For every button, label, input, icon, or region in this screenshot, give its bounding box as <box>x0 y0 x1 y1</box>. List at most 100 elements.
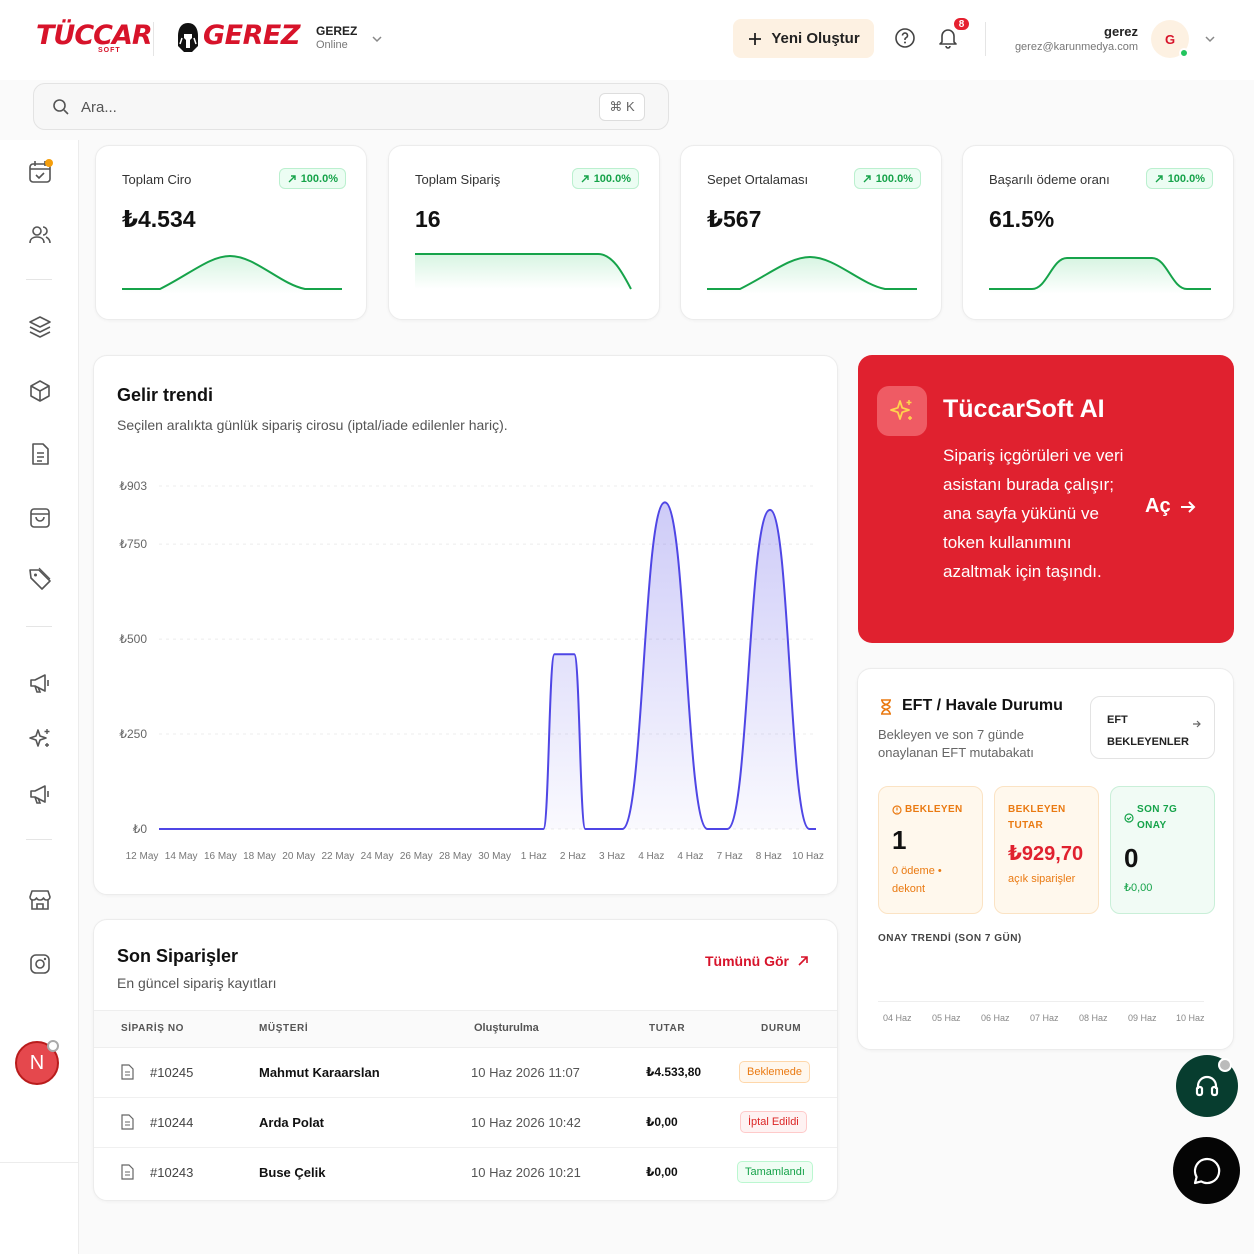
ai-open-label: Aç <box>1145 495 1171 517</box>
chevron-down-icon[interactable] <box>1203 32 1217 46</box>
eft-subtitle: Bekleyen ve son 7 günde onaylanan EFT mu… <box>878 727 1034 760</box>
search-bar: ⌘ K <box>33 83 669 130</box>
store-icon[interactable] <box>27 887 53 913</box>
megaphone-icon[interactable] <box>27 781 53 807</box>
chat-button[interactable] <box>1173 1137 1240 1204</box>
layers-icon[interactable] <box>27 314 53 340</box>
orders-table-header: SİPARİŞ NO MÜŞTERİ Oluşturulma TUTAR DUR… <box>94 1010 837 1048</box>
store-name[interactable]: GEREZ <box>316 24 358 38</box>
order-no[interactable]: #10245 <box>150 1065 194 1080</box>
document-icon <box>121 1064 134 1080</box>
view-all-button[interactable]: Tümünü Gör <box>705 953 809 969</box>
x-tick-label: 16 May <box>204 851 237 862</box>
x-tick-label: 8 Haz <box>756 851 782 862</box>
eft-button-line1: EFT <box>1107 714 1128 726</box>
check-circle-icon <box>1124 813 1134 823</box>
sparkline-chart <box>707 255 917 294</box>
trend-up-icon <box>863 174 871 182</box>
x-tick-label: 28 May <box>439 851 472 862</box>
user-email: gerez@karunmedya.com <box>1014 41 1138 53</box>
help-icon[interactable] <box>894 27 916 49</box>
search-input[interactable] <box>81 95 561 119</box>
y-tick-label: ₺0 <box>133 822 148 836</box>
tuccar-logo[interactable]: TÜCCAR <box>36 20 153 51</box>
x-tick-label: 4 Haz <box>677 851 703 862</box>
order-no[interactable]: #10244 <box>150 1115 194 1130</box>
trend-day-label: 10 Haz <box>1176 1013 1205 1023</box>
trend-up-icon <box>1155 174 1163 182</box>
tile-value: 1 <box>892 825 907 855</box>
document-icon <box>121 1114 134 1130</box>
top-header: TÜCCAR SOFT GEREZ GEREZ Online Yeni Oluş… <box>0 0 1254 80</box>
header-divider <box>153 22 154 56</box>
tag-icon[interactable] <box>27 566 53 592</box>
order-amount: ₺0,00 <box>646 1165 678 1179</box>
trend-day-label: 04 Haz <box>883 1013 912 1023</box>
profile-status-dot <box>47 1040 59 1052</box>
chevron-down-icon[interactable] <box>370 32 384 46</box>
ai-title: TüccarSoft AI <box>943 395 1105 423</box>
sparkles-icon[interactable] <box>27 726 53 752</box>
calendar-check-icon[interactable] <box>27 159 53 185</box>
tuccar-logo-sub: SOFT <box>98 47 121 54</box>
bell-icon[interactable] <box>937 26 959 50</box>
ai-open-button[interactable]: Aç <box>1145 495 1197 518</box>
create-new-label: Yeni Oluştur <box>771 30 860 47</box>
store-logo: GEREZ <box>203 20 300 51</box>
column-amount: TUTAR <box>649 1023 686 1034</box>
pending-tile: BEKLEYEN 1 0 ödeme • dekont <box>878 786 983 914</box>
orders-subtitle: En güncel sipariş kayıtları <box>117 975 277 991</box>
order-customer: Buse Çelik <box>259 1165 326 1180</box>
sidebar-divider <box>26 626 52 627</box>
x-tick-label: 18 May <box>243 851 276 862</box>
x-tick-label: 24 May <box>361 851 394 862</box>
megaphone-icon[interactable] <box>27 670 53 696</box>
status-badge: Beklemede <box>739 1061 811 1083</box>
recent-orders-card: Son Siparişler En güncel sipariş kayıtla… <box>93 919 838 1201</box>
x-tick-label: 10 Haz <box>792 851 824 862</box>
order-created: 10 Haz 2026 10:21 <box>471 1165 581 1180</box>
order-created: 10 Haz 2026 10:42 <box>471 1115 581 1130</box>
stat-label: Sepet Ortalaması <box>707 172 809 187</box>
headset-icon <box>1195 1075 1219 1097</box>
sidebar <box>0 140 79 1254</box>
shopping-bag-icon[interactable] <box>27 504 53 530</box>
package-icon[interactable] <box>27 378 53 404</box>
table-row[interactable]: #10244 Arda Polat 10 Haz 2026 10:42 ₺0,0… <box>94 1098 837 1148</box>
order-customer: Mahmut Karaarslan <box>259 1065 380 1080</box>
chat-bubble-icon <box>1193 1157 1220 1184</box>
trend-up-icon <box>288 174 296 182</box>
order-no[interactable]: #10243 <box>150 1165 194 1180</box>
stat-label: Toplam Ciro <box>122 172 192 187</box>
column-created: Oluşturulma <box>474 1022 539 1034</box>
document-list-icon[interactable] <box>27 441 53 467</box>
stat-label: Başarılı ödeme oranı <box>989 172 1110 187</box>
notification-badge: 8 <box>952 16 971 32</box>
revenue-chart: ₺0 ₺250 ₺500 ₺750 ₺903 12 May 14 May 16 May 18 M… <box>119 479 824 862</box>
trend-day-label: 09 Haz <box>1128 1013 1157 1023</box>
stat-card-basket-average: Sepet Ortalaması 100.0% ₺567 <box>680 145 942 320</box>
ai-promo-card: TüccarSoft AI Sipariş içgörüleri ve veri… <box>858 355 1234 643</box>
tile-label: BEKLEYEN <box>892 802 963 818</box>
users-icon[interactable] <box>27 222 53 248</box>
ai-description: Sipariş içgörüleri ve veri asistanı bura… <box>943 446 1124 581</box>
stat-card-payment-success: Başarılı ödeme oranı 100.0% 61.5% <box>962 145 1234 320</box>
column-status: DURUM <box>761 1023 802 1034</box>
eft-pending-button[interactable]: EFT BEKLEYENLER <box>1090 696 1215 759</box>
table-row[interactable]: #10245 Mahmut Karaarslan 10 Haz 2026 11:… <box>94 1048 837 1098</box>
table-row[interactable]: #10243 Buse Çelik 10 Haz 2026 10:21 ₺0,0… <box>94 1148 837 1198</box>
x-tick-label: 7 Haz <box>717 851 743 862</box>
create-new-button[interactable]: Yeni Oluştur <box>733 19 874 58</box>
stat-card-revenue: Toplam Ciro 100.0% ₺4.534 <box>95 145 367 320</box>
x-tick-label: 4 Haz <box>638 851 664 862</box>
status-badge: İptal Edildi <box>740 1111 807 1133</box>
instagram-icon[interactable] <box>27 951 53 977</box>
tile-note: 0 ödeme • dekont <box>892 865 942 895</box>
stat-change: 100.0% <box>1167 172 1205 185</box>
order-created: 10 Haz 2026 11:07 <box>471 1065 580 1080</box>
document-icon <box>121 1164 134 1180</box>
trend-day-label: 05 Haz <box>932 1013 961 1023</box>
stat-change-badge: 100.0% <box>571 168 639 189</box>
trend-day-label: 07 Haz <box>1030 1013 1059 1023</box>
order-amount: ₺4.533,80 <box>646 1065 702 1079</box>
